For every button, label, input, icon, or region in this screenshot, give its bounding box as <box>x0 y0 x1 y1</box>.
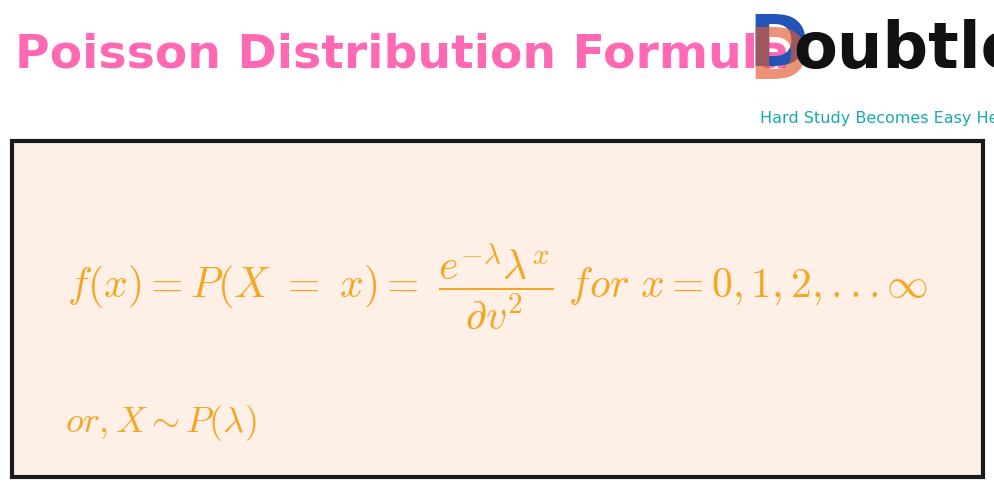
Text: oubtlet: oubtlet <box>792 19 994 81</box>
Text: $\mathit{f(x){=}P(X\ {=}\ x){=}\ \dfrac{e^{-\lambda}\lambda^x}{\partial v^2}\ fo: $\mathit{f(x){=}P(X\ {=}\ x){=}\ \dfrac{… <box>67 241 927 331</box>
Text: Hard Study Becomes Easy Here: Hard Study Becomes Easy Here <box>759 111 994 126</box>
Text: D: D <box>747 12 807 80</box>
FancyBboxPatch shape <box>12 141 982 477</box>
Text: Poisson Distribution Formula: Poisson Distribution Formula <box>15 33 789 78</box>
Text: D: D <box>747 25 807 94</box>
Text: $\mathit{or, X \sim P(\lambda)}$: $\mathit{or, X \sim P(\lambda)}$ <box>66 404 256 444</box>
